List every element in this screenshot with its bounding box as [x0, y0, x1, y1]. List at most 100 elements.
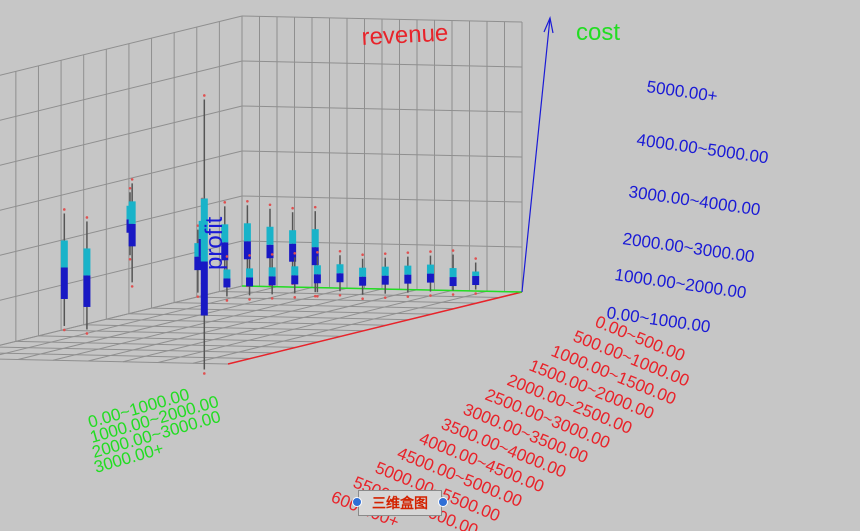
- box-outlier-high: [361, 253, 364, 257]
- box-mark: [472, 257, 480, 295]
- box-mark: [381, 252, 389, 299]
- box-outlier-high: [451, 249, 455, 252]
- box-mark: [194, 224, 202, 298]
- box-outlier-low: [225, 299, 229, 302]
- box-outlier-low: [63, 328, 66, 332]
- box-series: [60, 94, 480, 375]
- box-outlier-low: [361, 297, 364, 301]
- cost-axis-line: [241, 285, 523, 293]
- chart-axes: [227, 15, 554, 365]
- box-mark: [359, 253, 367, 301]
- box-upper-quartile: [359, 267, 367, 277]
- box-outlier-high: [130, 178, 134, 181]
- box-outlier-high: [291, 206, 294, 210]
- grid-line: [0, 240, 243, 301]
- box-upper-quartile: [268, 267, 276, 277]
- box-outlier-low: [203, 372, 206, 375]
- box-outlier-high: [248, 254, 251, 257]
- box-lower-quartile: [194, 256, 202, 271]
- box-outlier-high: [383, 252, 387, 255]
- box-lower-quartile: [221, 242, 229, 261]
- box-lower-quartile: [223, 278, 231, 288]
- box-mark: [404, 251, 412, 298]
- revenue-axis-title: revenue: [361, 19, 449, 51]
- box-outlier-high: [203, 94, 206, 97]
- box-upper-quartile: [83, 248, 91, 276]
- box-mark: [268, 253, 276, 300]
- box-outlier-low: [128, 257, 132, 261]
- box-upper-quartile: [289, 230, 297, 244]
- box-upper-quartile: [246, 268, 254, 278]
- grid-line: [17, 287, 313, 360]
- box-mark: [313, 250, 321, 298]
- box-lower-quartile: [128, 223, 136, 247]
- profit-tick-label: 2000.00~3000.00: [621, 229, 755, 266]
- grid-line: [0, 285, 243, 346]
- box-lower-quartile: [359, 276, 367, 286]
- box-outlier-high: [474, 257, 477, 260]
- caption-resize-handle-right[interactable]: [438, 497, 448, 507]
- box-lower-quartile: [313, 274, 321, 284]
- box-lower-quartile: [246, 277, 254, 287]
- box-mark: [83, 216, 91, 335]
- box-outlier-high: [429, 250, 432, 253]
- box-outlier-high: [268, 203, 272, 207]
- grid-line: [0, 346, 274, 354]
- box-mark: [291, 252, 299, 299]
- box-outlier-high: [196, 224, 200, 227]
- box-lower-quartile: [336, 273, 344, 283]
- grid-line: [241, 150, 523, 158]
- grid-line: [241, 195, 523, 203]
- box-upper-quartile: [426, 264, 434, 274]
- caption-resize-handle-left[interactable]: [352, 497, 362, 507]
- box-upper-quartile: [449, 268, 457, 278]
- box-outlier-high: [316, 250, 319, 254]
- chart-caption-button[interactable]: 三维盒图: [358, 490, 442, 516]
- box-upper-quartile: [221, 224, 229, 243]
- box-mark: [426, 250, 434, 297]
- chart-caption: 三维盒图: [372, 496, 428, 512]
- box-lower-quartile: [268, 276, 276, 286]
- box-lower-quartile: [404, 274, 412, 284]
- grid-line: [0, 150, 243, 211]
- profit-axis-title: profit: [201, 216, 228, 270]
- grid-line: [122, 289, 418, 363]
- box-outlier-high: [313, 205, 317, 209]
- box-lower-quartile: [426, 273, 434, 283]
- box-upper-quartile: [194, 243, 202, 257]
- box-upper-quartile: [472, 271, 480, 277]
- chart-grid: [0, 15, 523, 365]
- box-lower-quartile: [291, 275, 299, 285]
- box-mark: [128, 178, 136, 288]
- box-upper-quartile: [291, 266, 299, 276]
- profit-tick-label: 5000.00+: [645, 77, 718, 106]
- box-outlier-high: [63, 208, 66, 211]
- grid-line: [0, 286, 278, 356]
- cost-axis-title: cost: [576, 19, 620, 46]
- grid-line: [241, 60, 523, 68]
- grid-line: [0, 15, 243, 76]
- box-outlier-high: [128, 186, 132, 190]
- box-outlier-low: [85, 332, 89, 335]
- grid-line: [0, 195, 243, 256]
- box-outlier-high: [223, 201, 227, 204]
- box-outlier-low: [474, 292, 477, 295]
- box-mark: [223, 255, 231, 302]
- box-lower-quartile: [449, 277, 457, 287]
- box-mark: [60, 208, 68, 332]
- grid-line: [0, 105, 243, 166]
- box-outlier-high: [406, 251, 410, 254]
- profit-tick-label: 4000.00~5000.00: [635, 130, 769, 167]
- box-outlier-high: [85, 216, 89, 219]
- box-mark: [336, 249, 344, 297]
- box-upper-quartile: [223, 269, 231, 279]
- revenue-axis-line: [227, 291, 523, 365]
- box-outlier-low: [383, 296, 387, 299]
- box-outlier-high: [246, 199, 249, 203]
- grid-line: [87, 288, 383, 362]
- profit-axis-line: [521, 17, 551, 293]
- box-outlier-low: [270, 297, 274, 300]
- box-outlier-low: [293, 296, 297, 299]
